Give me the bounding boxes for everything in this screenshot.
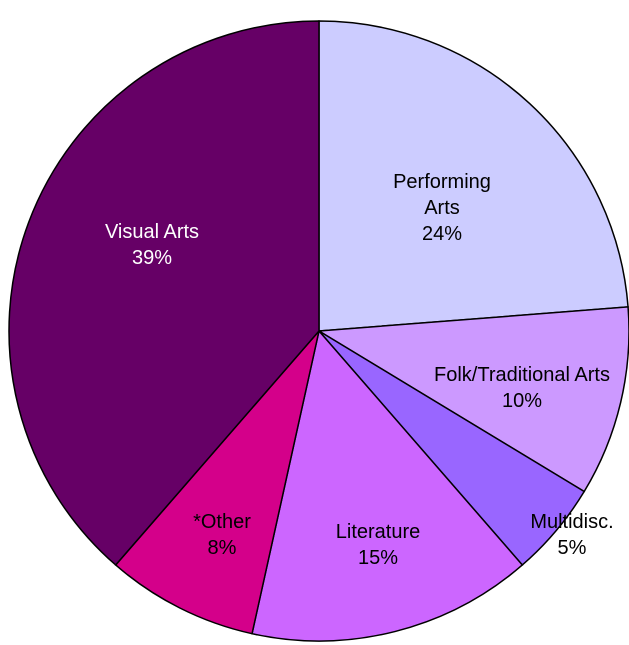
pie-slice — [251, 329, 524, 642]
category-label: Visual Arts — [104, 221, 200, 243]
slice-label-box: Literature 15% — [303, 490, 453, 600]
slice-label-box: Folk/Traditional Arts 10% — [427, 333, 617, 443]
category-label: Performing Arts — [393, 171, 491, 219]
value-label: 15% — [357, 547, 399, 569]
category-label: Folk/Traditional Arts — [434, 364, 610, 386]
slice-label: Multidisc. 5% — [512, 480, 629, 590]
pie-slice — [318, 20, 629, 332]
value-label: 8% — [207, 537, 237, 559]
value-label: 39% — [131, 247, 173, 269]
pie-slice — [8, 20, 320, 567]
category-label: *Other — [193, 511, 251, 533]
category-label: Multidisc. — [530, 511, 614, 533]
value-label: 10% — [501, 390, 543, 412]
slice-label: Folk/Traditional Arts 10% — [427, 333, 617, 443]
slice-label-box: *Other 8% — [162, 480, 282, 590]
value-label: 24% — [421, 223, 463, 245]
slice-label-box: Performing Arts 24% — [377, 153, 507, 263]
value-label: 5% — [557, 537, 587, 559]
slice-label: *Other 8% — [162, 480, 282, 590]
pie-slice — [114, 330, 320, 635]
category-label: Literature — [335, 521, 421, 543]
slice-label: Literature 15% — [303, 490, 453, 600]
slice-label: Performing Arts 24% — [377, 153, 507, 263]
slice-label: Visual Arts 39% — [52, 190, 252, 300]
slice-label-box: Visual Arts 39% — [52, 190, 252, 300]
slice-label-box: Multidisc. 5% — [512, 480, 629, 590]
